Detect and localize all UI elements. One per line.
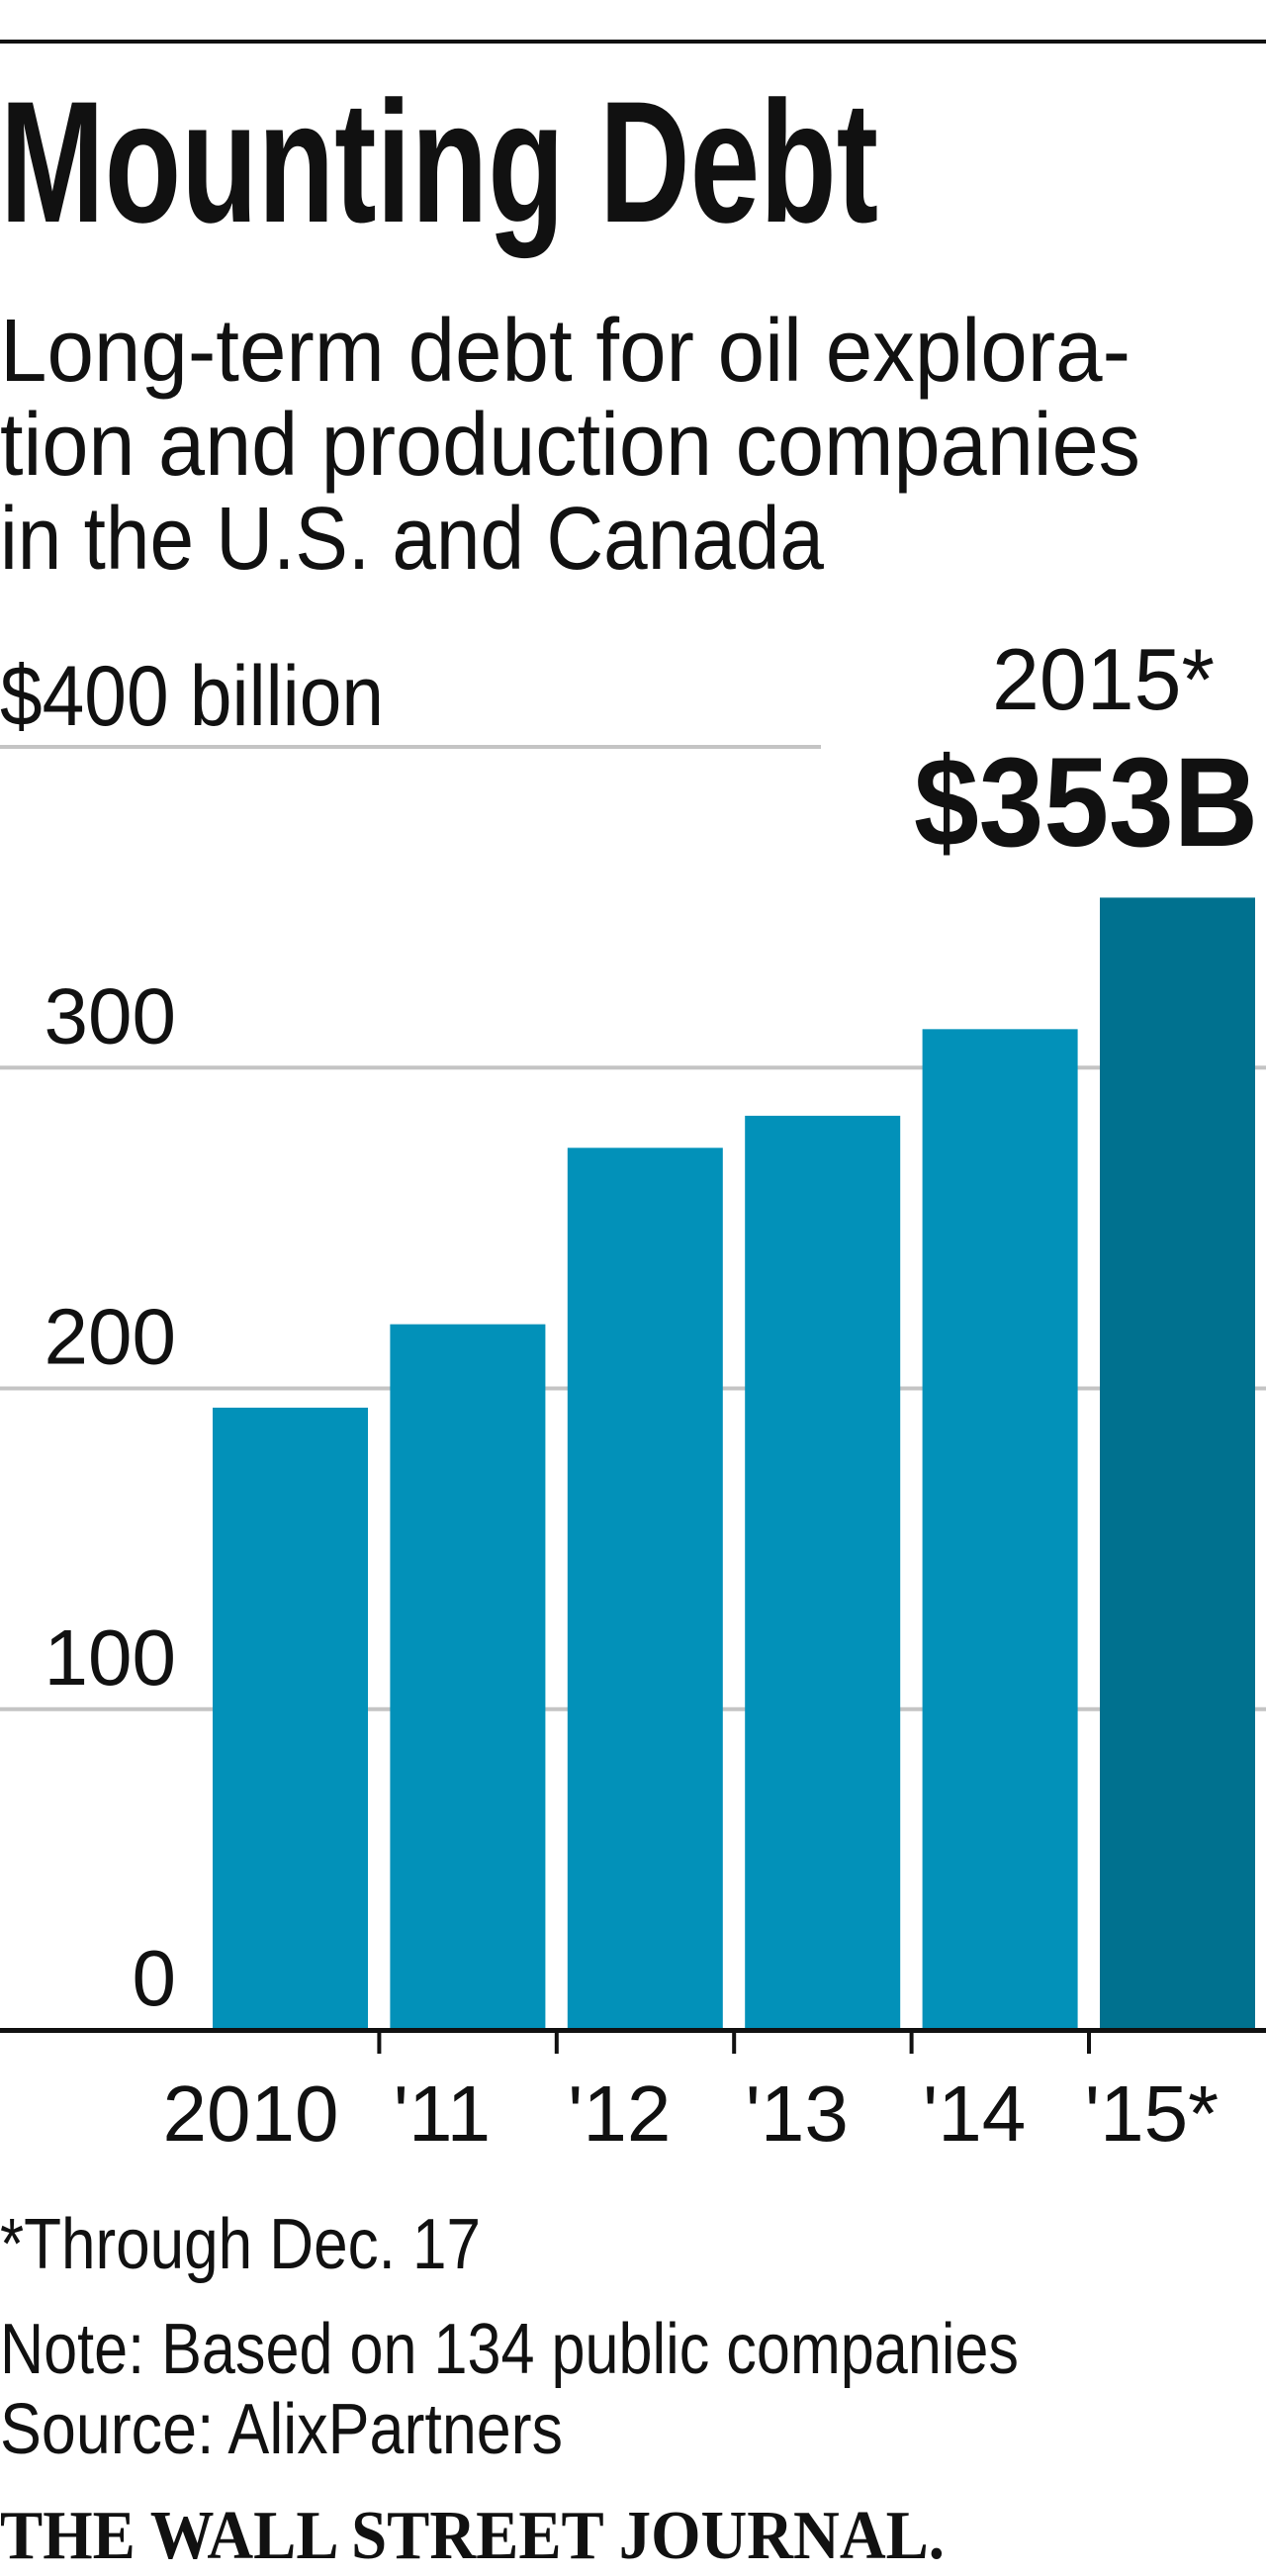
gridline [0,1065,1266,1070]
y-tick-label: 200 [45,1293,176,1381]
top-rule [0,40,1266,44]
x-axis-labels: 2010 '11 '12 '13 '14 '15* [163,2070,1220,2158]
y-axis-labels: 0 100 200 300 $400 billion [0,649,384,2022]
footnote: *Through Dec. 17 [0,2205,481,2284]
annotation-value: $353B [914,732,1258,874]
x-axis [0,2028,1266,2054]
bar-13 [745,1115,901,2030]
y-axis-unit-label: $400 billion [0,649,384,744]
y-tick-label: 100 [45,1613,176,1702]
x-tick-label: '15* [1085,2070,1219,2158]
annotation-year: 2015* [992,630,1215,728]
gridline [0,745,821,749]
y-tick-label: 0 [133,1934,177,2022]
bar-12 [567,1148,723,2030]
bar-2010 [213,1407,368,2030]
y-tick-label: 300 [45,971,176,1059]
chart-title: Mounting Debt [0,66,878,259]
subtitle-line-2: tion and production companies [0,396,1140,495]
x-tick [554,2030,559,2054]
x-tick [909,2030,914,2054]
wsj-logo: THE WALL STREET JOURNAL. [0,2498,945,2574]
x-tick [1087,2030,1091,2054]
source: Source: AlixPartners [0,2390,563,2469]
note: Note: Based on 134 public companies [0,2310,1019,2389]
subtitle-line-1: Long-term debt for oil explora- [0,302,1130,401]
x-tick-label: '11 [394,2070,491,2158]
bar-11 [390,1324,546,2030]
bar-15 [1100,897,1255,2031]
bar-14 [922,1029,1078,2030]
bars [213,897,1255,2031]
subtitle-line-3: in the U.S. and Canada [0,490,825,589]
x-tick-label: '13 [746,2070,849,2158]
x-tick [377,2030,382,2054]
x-tick-label: '12 [568,2070,671,2158]
x-tick [732,2030,737,2054]
x-tick-label: '14 [923,2070,1026,2158]
x-axis-baseline [0,2028,1266,2033]
x-tick-label: 2010 [163,2070,339,2158]
